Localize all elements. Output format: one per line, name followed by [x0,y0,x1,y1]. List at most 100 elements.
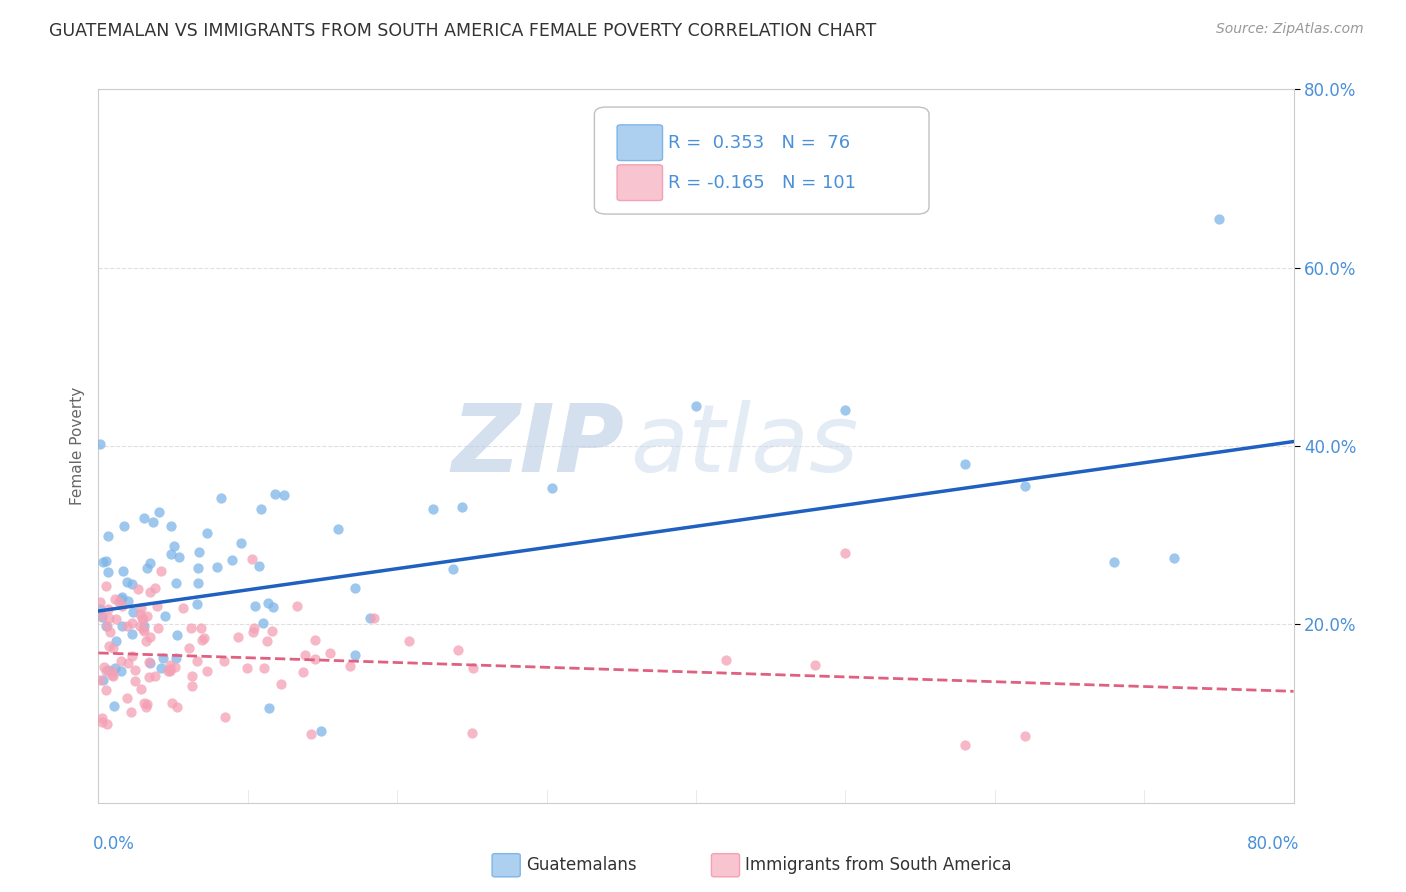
Point [142,515,165,529]
Point [242,552,264,566]
Point [441,562,464,576]
Point [101,665,124,679]
Point [1163,550,1185,565]
Point [121,576,143,591]
Point [180,668,202,682]
Point [103,640,125,655]
Point [242,625,264,640]
Point [94,578,117,592]
Text: R = -0.165   N = 101: R = -0.165 N = 101 [668,174,856,192]
Point [685,399,707,413]
Point [172,601,194,615]
FancyBboxPatch shape [595,107,929,214]
Point [159,665,181,679]
Point [139,630,162,644]
Point [165,660,187,674]
Point [159,658,181,673]
FancyBboxPatch shape [617,165,662,201]
Point [256,633,278,648]
Point [148,621,170,635]
Point [139,556,162,570]
Point [149,564,172,578]
Y-axis label: Female Poverty: Female Poverty [69,387,84,505]
Point [160,697,183,711]
Point [90,610,112,624]
Point [121,615,143,630]
Point [655,185,678,199]
Point [115,618,138,632]
Point [115,574,138,589]
Point [91,555,114,569]
Point [263,486,285,500]
Point [110,654,132,668]
Point [344,648,367,663]
Point [195,525,218,540]
Point [205,559,228,574]
Point [97,602,120,616]
FancyBboxPatch shape [617,125,662,161]
Point [134,511,156,525]
Point [451,500,474,515]
Point [461,661,484,675]
Point [134,619,156,633]
Point [250,501,273,516]
Point [212,654,235,668]
Text: Immigrants from South America: Immigrants from South America [745,856,1012,874]
Point [139,585,162,599]
Point [138,656,160,670]
Point [89,437,111,451]
Point [94,664,117,678]
Text: atlas: atlas [630,401,859,491]
Point [187,561,209,575]
Point [252,615,274,630]
Point [359,611,381,625]
Point [422,502,444,516]
Point [114,519,136,533]
Point [111,599,134,613]
Point [128,607,150,621]
Point [101,669,124,683]
Point [103,699,125,714]
Point [209,491,232,506]
Point [195,665,218,679]
Point [180,679,202,693]
Point [145,669,167,683]
Point [309,724,332,739]
Point [101,668,124,682]
Point [121,627,143,641]
Point [804,657,827,672]
Point [136,609,159,624]
Point [108,595,131,609]
Point [94,682,117,697]
Point [229,536,252,550]
Point [180,621,202,635]
Point [253,661,276,675]
Point [96,717,118,731]
Point [344,581,367,595]
Point [132,622,155,636]
Point [97,640,120,654]
Point [159,662,181,676]
Point [319,647,342,661]
Point [1104,555,1126,569]
Point [93,660,115,674]
Point [134,696,156,710]
Point [104,661,127,675]
Point [1014,729,1036,743]
Point [714,653,737,667]
Point [257,596,280,610]
Point [214,710,236,724]
Point [96,619,118,633]
Point [187,576,209,591]
Point [166,628,188,642]
Point [104,592,127,607]
Point [150,661,173,675]
Point [339,659,361,673]
Point [159,519,181,533]
Point [135,633,157,648]
Point [398,634,420,648]
Point [136,561,159,575]
Point [541,481,564,495]
Point [247,559,270,574]
Point [127,582,149,596]
